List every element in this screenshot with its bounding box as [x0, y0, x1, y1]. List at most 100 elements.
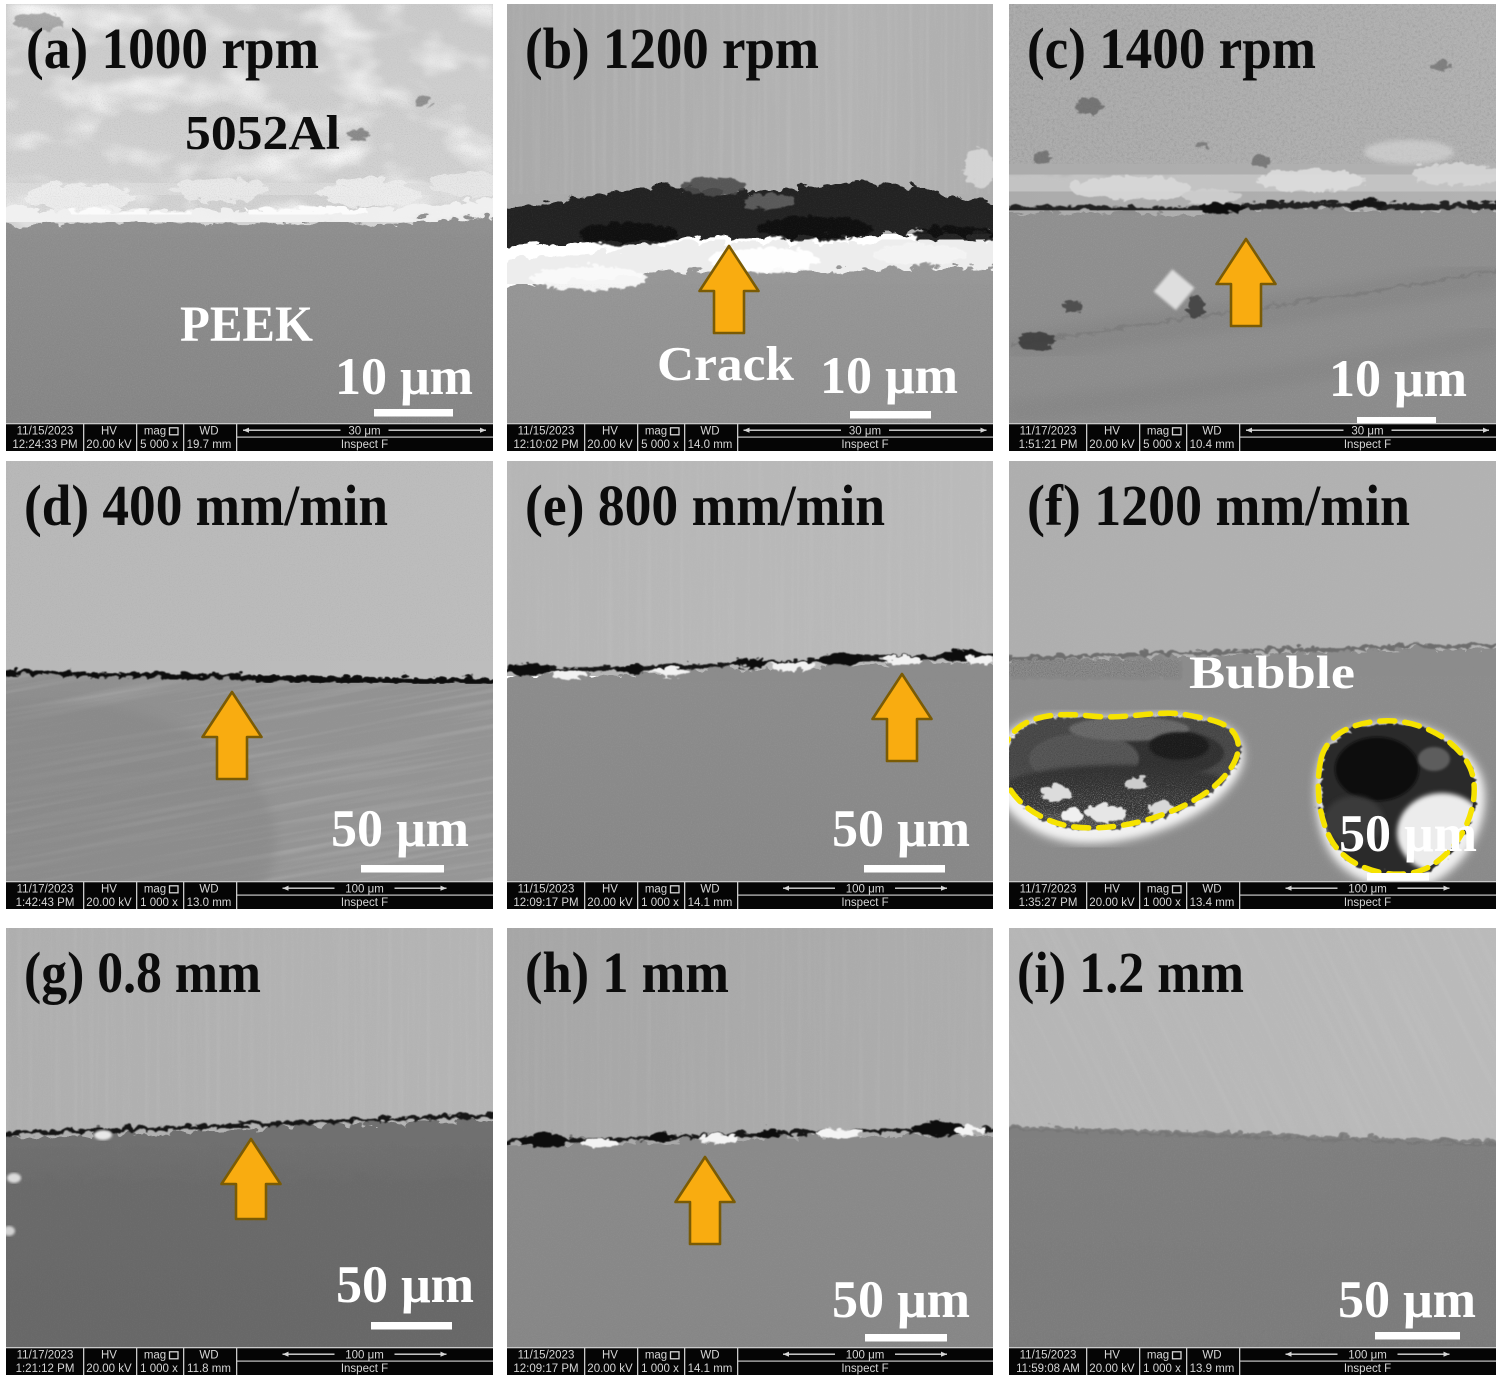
svg-text:20.00 kV: 20.00 kV [86, 1363, 132, 1375]
svg-text:1 000 x: 1 000 x [140, 1363, 178, 1375]
svg-text:Inspect F: Inspect F [341, 439, 388, 451]
svg-text:1 000 x: 1 000 x [140, 897, 178, 909]
svg-text:10 μm: 10 μm [1329, 350, 1467, 408]
svg-text:Inspect F: Inspect F [341, 1363, 388, 1375]
svg-text:11/15/2023: 11/15/2023 [1020, 1349, 1077, 1361]
svg-text:100 μm: 100 μm [846, 1349, 885, 1361]
svg-text:mag: mag [645, 1349, 667, 1361]
svg-text:100 μm: 100 μm [846, 883, 885, 895]
svg-text:20.00 kV: 20.00 kV [1089, 897, 1135, 909]
svg-text:WD: WD [700, 1349, 719, 1361]
svg-text:mag: mag [144, 883, 166, 895]
svg-text:5 000 x: 5 000 x [641, 439, 679, 451]
svg-text:12:09:17 PM: 12:09:17 PM [513, 1363, 578, 1375]
svg-text:19.7 mm: 19.7 mm [187, 439, 232, 451]
svg-text:(e) 800 mm/min: (e) 800 mm/min [525, 473, 885, 538]
svg-text:1:21:12 PM: 1:21:12 PM [16, 1363, 75, 1375]
svg-text:WD: WD [1202, 425, 1221, 437]
svg-text:WD: WD [1202, 883, 1221, 895]
svg-text:1 000 x: 1 000 x [1143, 897, 1181, 909]
svg-text:Inspect F: Inspect F [841, 897, 888, 909]
svg-text:1 000 x: 1 000 x [641, 897, 679, 909]
svg-text:Crack: Crack [657, 336, 795, 391]
svg-text:PEEK: PEEK [180, 297, 313, 353]
svg-text:100 μm: 100 μm [345, 1349, 384, 1361]
svg-text:50 μm: 50 μm [832, 800, 970, 858]
svg-text:50 μm: 50 μm [1339, 805, 1477, 863]
svg-text:Inspect F: Inspect F [1344, 897, 1391, 909]
svg-text:Inspect F: Inspect F [1344, 1363, 1391, 1375]
svg-text:100 μm: 100 μm [1348, 1349, 1387, 1361]
svg-text:HV: HV [602, 1349, 618, 1361]
svg-text:WD: WD [1202, 1349, 1221, 1361]
svg-text:13.0 mm: 13.0 mm [187, 897, 232, 909]
svg-text:30 μm: 30 μm [1351, 425, 1383, 437]
svg-text:mag: mag [1147, 1349, 1169, 1361]
svg-text:12:10:02 PM: 12:10:02 PM [513, 439, 578, 451]
svg-text:14.0 mm: 14.0 mm [688, 439, 733, 451]
svg-text:Inspect F: Inspect F [841, 439, 888, 451]
svg-text:Inspect F: Inspect F [841, 1363, 888, 1375]
svg-text:5 000 x: 5 000 x [1143, 439, 1181, 451]
svg-text:20.00 kV: 20.00 kV [86, 897, 132, 909]
svg-text:(h) 1 mm: (h) 1 mm [525, 940, 729, 1005]
svg-text:(g) 0.8 mm: (g) 0.8 mm [24, 940, 261, 1005]
svg-text:100 μm: 100 μm [345, 883, 384, 895]
svg-text:WD: WD [700, 883, 719, 895]
svg-text:10.4 mm: 10.4 mm [1190, 439, 1235, 451]
svg-text:12:24:33 PM: 12:24:33 PM [12, 439, 77, 451]
svg-text:30 μm: 30 μm [348, 425, 380, 437]
svg-text:30 μm: 30 μm [849, 425, 881, 437]
svg-text:1:51:21 PM: 1:51:21 PM [1019, 439, 1078, 451]
svg-text:14.1 mm: 14.1 mm [688, 1363, 733, 1375]
svg-text:100 μm: 100 μm [1348, 883, 1387, 895]
svg-text:WD: WD [199, 1349, 218, 1361]
svg-text:50 μm: 50 μm [1338, 1271, 1476, 1329]
svg-text:10 μm: 10 μm [820, 347, 958, 405]
svg-text:20.00 kV: 20.00 kV [86, 439, 132, 451]
svg-text:(f) 1200 mm/min: (f) 1200 mm/min [1027, 473, 1410, 538]
svg-text:1 000 x: 1 000 x [641, 1363, 679, 1375]
svg-text:5 000 x: 5 000 x [140, 439, 178, 451]
svg-text:(a) 1000 rpm: (a) 1000 rpm [26, 16, 319, 81]
svg-text:50 μm: 50 μm [336, 1256, 474, 1314]
svg-text:11:59:08 AM: 11:59:08 AM [1016, 1363, 1080, 1375]
svg-text:11.8 mm: 11.8 mm [187, 1363, 231, 1375]
svg-text:11/17/2023: 11/17/2023 [17, 1349, 74, 1361]
svg-text:HV: HV [602, 883, 618, 895]
svg-text:11/17/2023: 11/17/2023 [17, 883, 74, 895]
svg-text:Bubble: Bubble [1189, 647, 1355, 699]
svg-text:20.00 kV: 20.00 kV [587, 897, 633, 909]
svg-text:mag: mag [144, 425, 166, 437]
svg-text:WD: WD [199, 883, 218, 895]
svg-text:mag: mag [645, 883, 667, 895]
svg-text:50 μm: 50 μm [331, 800, 469, 858]
svg-text:HV: HV [101, 425, 117, 437]
svg-text:HV: HV [1104, 883, 1120, 895]
svg-text:mag: mag [144, 1349, 166, 1361]
svg-text:50 μm: 50 μm [832, 1271, 970, 1329]
svg-text:HV: HV [101, 883, 117, 895]
svg-text:5052Al: 5052Al [185, 105, 340, 160]
svg-text:HV: HV [602, 425, 618, 437]
svg-text:Inspect F: Inspect F [1344, 439, 1391, 451]
svg-text:1:42:43 PM: 1:42:43 PM [16, 897, 75, 909]
svg-text:20.00 kV: 20.00 kV [1089, 439, 1135, 451]
svg-text:(d) 400 mm/min: (d) 400 mm/min [24, 473, 388, 538]
svg-text:(i) 1.2 mm: (i) 1.2 mm [1017, 940, 1244, 1005]
svg-text:11/15/2023: 11/15/2023 [17, 425, 74, 437]
svg-text:(b) 1200 rpm: (b) 1200 rpm [525, 16, 819, 81]
svg-text:1:35:27 PM: 1:35:27 PM [1019, 897, 1078, 909]
svg-text:11/15/2023: 11/15/2023 [518, 883, 575, 895]
svg-text:HV: HV [1104, 1349, 1120, 1361]
svg-text:mag: mag [645, 425, 667, 437]
svg-text:20.00 kV: 20.00 kV [587, 1363, 633, 1375]
svg-text:10 μm: 10 μm [335, 348, 473, 406]
svg-text:11/15/2023: 11/15/2023 [518, 1349, 575, 1361]
svg-text:(c) 1400 rpm: (c) 1400 rpm [1027, 16, 1316, 81]
svg-text:mag: mag [1147, 425, 1169, 437]
svg-text:11/17/2023: 11/17/2023 [1020, 883, 1077, 895]
svg-text:13.9 mm: 13.9 mm [1190, 1363, 1235, 1375]
svg-text:13.4 mm: 13.4 mm [1190, 897, 1235, 909]
svg-text:20.00 kV: 20.00 kV [1089, 1363, 1135, 1375]
